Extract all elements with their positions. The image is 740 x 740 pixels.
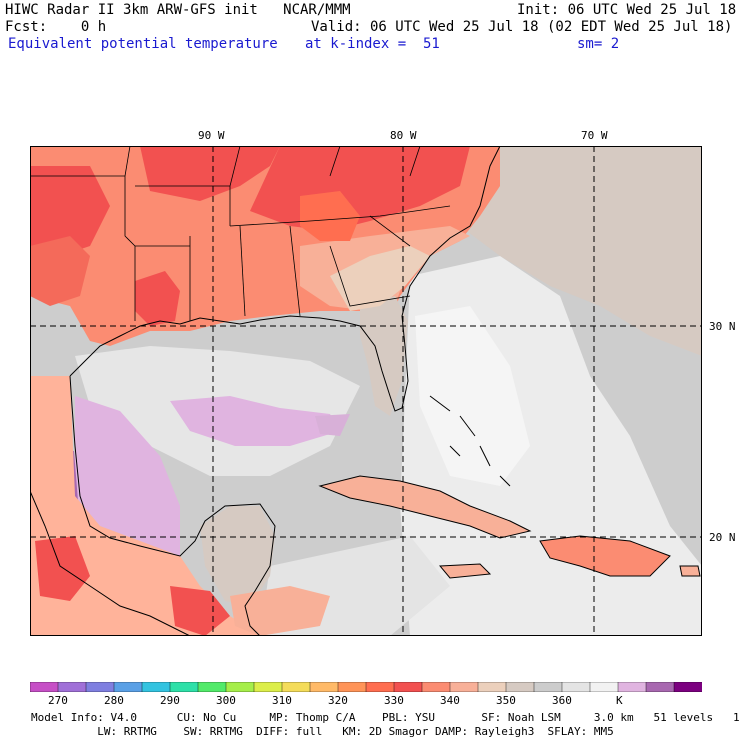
forecast-hour: Fcst: 0 h [5,19,107,35]
colorbar-swatch [449,682,479,692]
jamaica-land [440,564,490,578]
hispaniola-outline [539,535,671,577]
gulf-coast-line [69,146,501,412]
colorbar [30,682,702,692]
colorbar-swatch [169,682,199,692]
colorbar-tick-label: 310 [272,694,292,707]
graticule [30,146,702,636]
guatemala-red-patch [170,586,230,636]
colorbar-swatch [225,682,255,692]
puerto-rico-outline [679,565,701,577]
colorbar-swatch [393,682,423,692]
bahamas-islands [429,395,511,487]
honduras-peach [230,586,330,636]
colorbar-swatch [561,682,591,692]
mexico-pacific-line [30,490,191,636]
colorbar-swatch [197,682,227,692]
colorbar-tick-label: 340 [440,694,460,707]
colorbar-swatch [589,682,619,692]
puerto-rico-land [680,566,700,576]
model-title: HIWC Radar II 3km ARW-GFS init NCAR/MMM [5,2,351,18]
colorbar-swatch [253,682,283,692]
lon-label-90w: 90 W [198,129,225,142]
colorbar-tick-label: 360 [552,694,572,707]
colorbar-swatch [533,682,563,692]
colorbar-tick-label: K [616,694,623,707]
southeast-tan [330,246,430,311]
colorbar-tick-label: 330 [384,694,404,707]
colorbar-tick-label: 270 [48,694,68,707]
gulf-purple-small [315,414,350,436]
colorbar-swatch [281,682,311,692]
colorbar-swatch [337,682,367,692]
colorbar-swatch [30,682,59,692]
k-index-level: at k-index = 51 [305,36,440,52]
colorbar-swatch [645,682,675,692]
texas-coast-red [30,236,90,306]
init-time: Init: 06 UTC Wed 25 Jul 18 [517,2,737,18]
louisiana-red-region [135,271,180,326]
field-name: Equivalent potential temperature [8,36,278,52]
theta-e-map [30,146,702,636]
lat-label-30n: 30 N [709,320,736,333]
colorbar-tick-label: 350 [496,694,516,707]
atlantic-white-core [415,306,530,486]
colorbar-tick-label: 320 [328,694,348,707]
midwest-red-region [140,146,280,201]
colorbar-tick-label: 300 [216,694,236,707]
mexico-purple-region [75,396,180,556]
colorbar-swatch [673,682,702,692]
physics-info-line: LW: RRTMG SW: RRTMG DIFF: full KM: 2D Sm… [31,725,614,738]
valid-time: Valid: 06 UTC Wed 25 Jul 18 (02 EDT Wed … [311,19,733,35]
colorbar-swatch [505,682,535,692]
appalachian-red [300,191,360,241]
colorbar-swatch [141,682,171,692]
coastlines [30,146,701,636]
colorbar-swatch [85,682,115,692]
colorbar-swatch [477,682,507,692]
colorbar-tick-label: 280 [104,694,124,707]
smoothing: sm= 2 [577,36,620,52]
mexico-coast-line [69,375,276,636]
colorbar-swatch [309,682,339,692]
atlantic-tan-region [460,146,702,356]
jamaica-outline [438,563,492,579]
cuba-outline [318,475,532,539]
lon-label-80w: 80 W [390,129,417,142]
lat-label-20n: 20 N [709,531,736,544]
yucatan-land [200,506,275,606]
colorbar-swatch [57,682,87,692]
colorbar-tick-label: 290 [160,694,180,707]
mexico-red-patch [35,536,90,601]
colorbar-swatch [113,682,143,692]
colorbar-swatch [365,682,395,692]
lon-label-70w: 70 W [581,129,608,142]
model-info-line: Model Info: V4.0 CU: No Cu MP: Thomp C/A… [31,711,740,724]
cuba-land [320,476,530,538]
hispaniola-land [540,536,670,576]
texas-red-region [30,166,110,256]
map-frame [30,146,702,636]
colorbar-swatch [617,682,647,692]
colorbar-swatch [421,682,451,692]
